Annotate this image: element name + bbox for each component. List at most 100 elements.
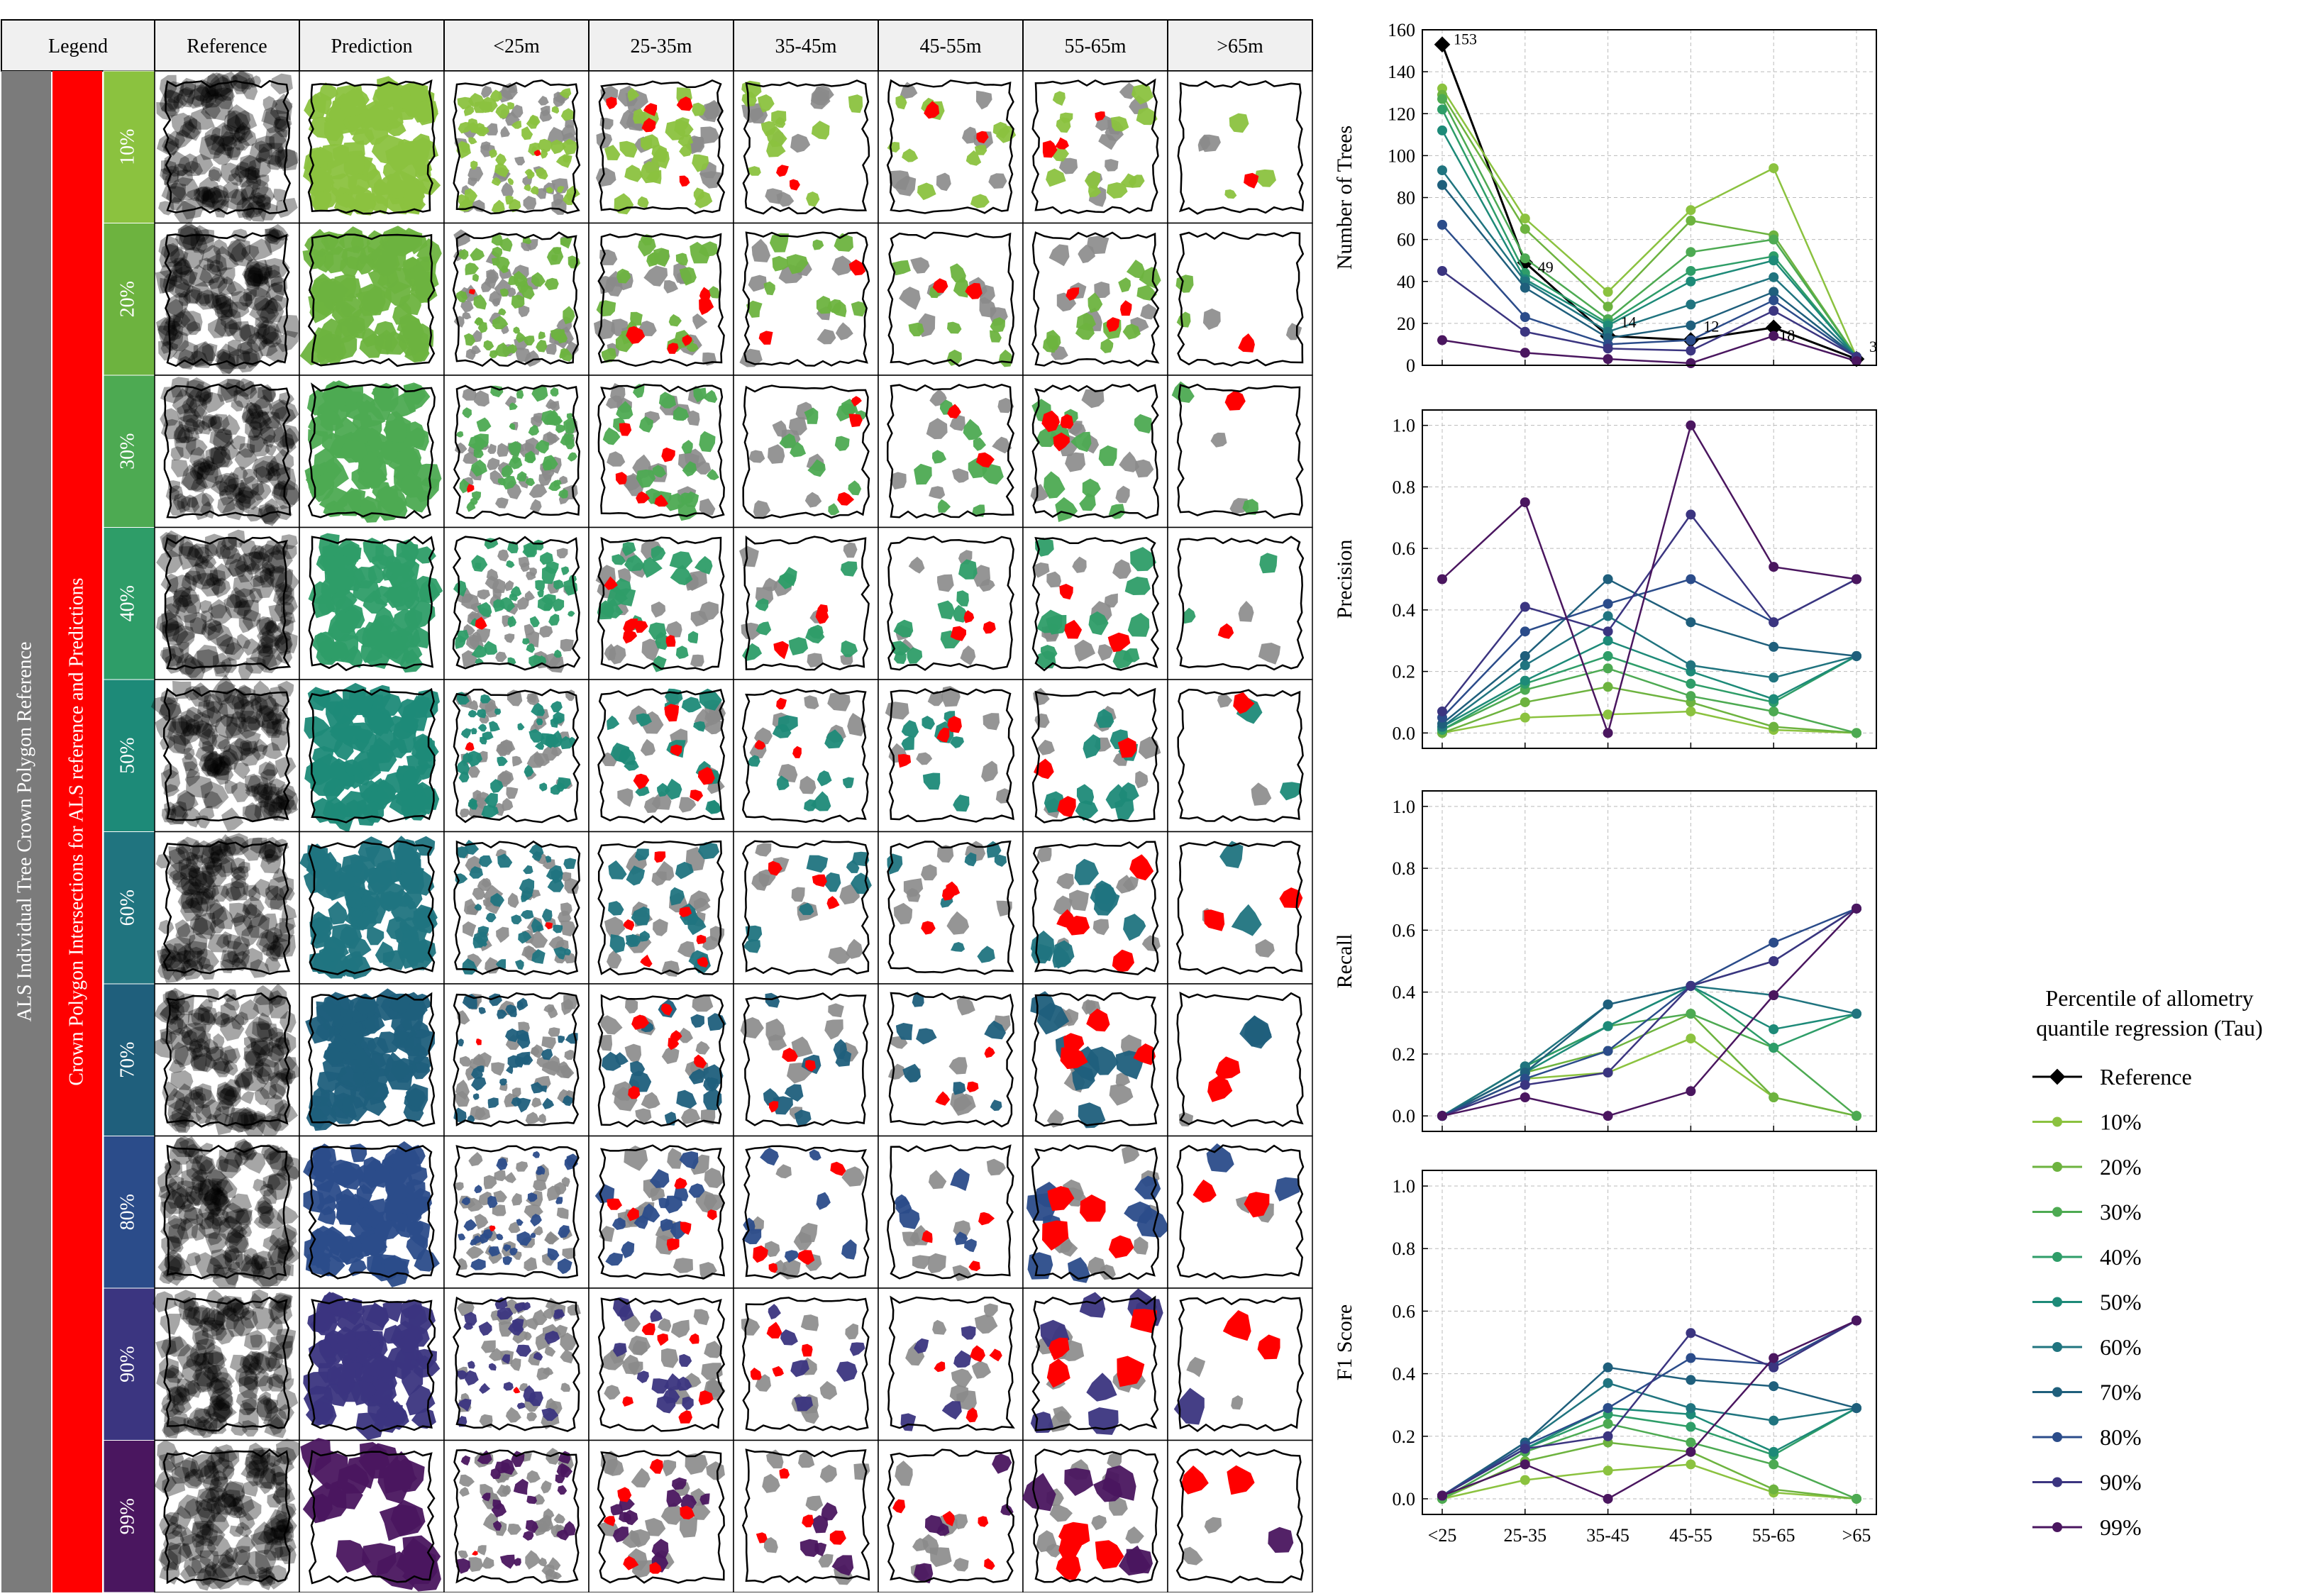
row-label: 30%: [116, 433, 138, 470]
reference-crown: [248, 186, 275, 207]
predicted-crown: [336, 1540, 371, 1573]
series-line: [1441, 667, 1857, 734]
predicted-crown: [690, 1014, 704, 1028]
reference-crown: [211, 1457, 235, 1482]
reference-crown: [182, 470, 209, 492]
predicted-crown: [641, 134, 660, 149]
reference-crown: [198, 391, 214, 407]
reference-crown: [233, 914, 253, 937]
reference-crown: [221, 1079, 241, 1098]
reference-crown: [1078, 245, 1095, 264]
legend-marker: [2052, 1477, 2062, 1487]
reference-crown: [624, 1146, 648, 1171]
reference-crown: [604, 1385, 621, 1400]
reference-crown: [233, 389, 250, 409]
reference-crown: [1112, 559, 1131, 580]
predicted-crown: [616, 268, 631, 284]
reference-crown: [219, 856, 238, 874]
predicted-crown: [964, 852, 977, 867]
predicted-crown: [470, 1238, 477, 1246]
reference-crown: [172, 1524, 187, 1537]
reference-crown: [272, 1471, 287, 1486]
predicted-crown: [1079, 1292, 1106, 1318]
predicted-crown: [651, 545, 666, 562]
reference-crown: [248, 426, 263, 441]
intersection-crown: [897, 754, 912, 768]
reference-crown: [201, 1307, 216, 1326]
reference-crown: [262, 943, 275, 957]
reference-crown: [172, 680, 192, 699]
reference-crown: [194, 387, 210, 402]
reference-crown: [199, 263, 222, 284]
predicted-crown: [786, 254, 809, 275]
reference-crown: [199, 1550, 220, 1570]
reference-crown: [182, 196, 204, 220]
reference-crown: [505, 1407, 521, 1423]
predicted-crown: [834, 436, 850, 451]
y-tick-label: 0.0: [1393, 723, 1416, 743]
reference-crown: [169, 642, 189, 664]
reference-crown: [768, 444, 785, 464]
reference-crown: [227, 1495, 245, 1513]
reference-crown: [190, 1043, 213, 1072]
reference-crown: [685, 1453, 708, 1475]
crown-map: [597, 840, 725, 977]
predicted-crown: [348, 937, 372, 958]
reference-crown: [202, 187, 227, 212]
x-tick-label: 25-35: [1503, 1525, 1546, 1546]
predicted-crown: [460, 1455, 471, 1465]
reference-crown: [223, 1148, 243, 1170]
reference-crown: [544, 1231, 558, 1245]
predicted-crown: [492, 1520, 502, 1531]
data-label: 18: [1779, 326, 1795, 344]
intersection-crown: [983, 621, 996, 634]
series-line: [1441, 985, 1857, 1117]
reference-crown: [699, 498, 716, 516]
intersection-crown: [1227, 1465, 1255, 1495]
predicted-crown: [403, 382, 422, 403]
row-label-cell: [103, 223, 155, 376]
reference-crown: [235, 686, 256, 707]
reference-crown: [214, 858, 233, 877]
predicted-crown: [1086, 1373, 1117, 1402]
reference-crown: [243, 885, 257, 897]
thumbnail-cell: [154, 831, 300, 985]
reference-crown: [220, 162, 240, 184]
predicted-crown: [516, 1219, 524, 1226]
y-tick-label: 0.8: [1393, 858, 1416, 879]
predicted-crown: [1036, 609, 1063, 633]
predicted-crown: [531, 702, 546, 716]
reference-crown: [172, 1083, 193, 1105]
reference-crown: [194, 1353, 206, 1368]
reference-crown: [658, 1318, 672, 1332]
predicted-crown: [509, 1009, 517, 1017]
predicted-crown: [411, 575, 443, 603]
reference-crown: [263, 566, 287, 589]
reference-crown: [500, 126, 510, 138]
reference-crown: [545, 1568, 558, 1583]
reference-crown: [215, 1305, 240, 1330]
predicted-crown: [516, 997, 529, 1011]
intersection-crown: [680, 1505, 695, 1520]
data-label: 153: [1454, 31, 1477, 48]
y-tick-label: 0.6: [1393, 538, 1416, 559]
reference-crown: [678, 797, 697, 813]
intersection-crown: [631, 1014, 650, 1030]
crown-map: [1177, 80, 1305, 215]
reference-crown: [240, 924, 260, 947]
reference-crown: [229, 1354, 253, 1373]
predicted-crown: [332, 274, 357, 302]
reference-crown: [204, 541, 218, 556]
predicted-crown: [531, 918, 543, 933]
reference-crown: [542, 1308, 555, 1319]
reference-crown: [606, 395, 623, 409]
reference-crown: [199, 1524, 211, 1536]
column-header-label: >65m: [1217, 35, 1263, 57]
crown-map: [304, 682, 440, 833]
reference-crown: [244, 802, 262, 823]
predicted-crown: [908, 322, 924, 337]
reference-crown: [212, 756, 233, 776]
predicted-crown: [509, 423, 516, 431]
reference-crown: [258, 843, 276, 860]
reference-crown: [984, 1303, 998, 1318]
